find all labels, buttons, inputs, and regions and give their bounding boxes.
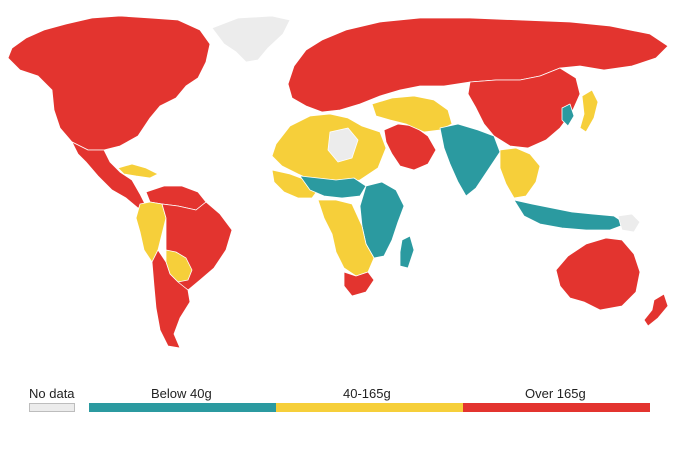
sahel-belt <box>299 175 367 199</box>
new-zealand <box>643 293 669 327</box>
central-asia <box>371 95 453 133</box>
madagascar <box>399 235 415 269</box>
legend-swatch-no-data <box>29 403 75 412</box>
legend-label-over-165g: Over 165g <box>525 386 586 401</box>
legend-label-below-40g: Below 40g <box>151 386 212 401</box>
afghanistan-south-asia <box>439 123 501 197</box>
legend-swatch-below-40g <box>89 403 276 412</box>
world-map <box>7 15 669 349</box>
north-america <box>7 15 211 151</box>
indonesia <box>513 199 627 231</box>
caribbean <box>117 163 159 179</box>
new-guinea <box>617 213 641 233</box>
south-africa <box>343 271 375 297</box>
europe-russia <box>287 17 669 113</box>
legend-label-no-data: No data <box>29 386 75 401</box>
colombia-peru <box>135 201 167 263</box>
korea <box>561 103 575 127</box>
japan <box>579 89 599 133</box>
greenland <box>211 15 291 63</box>
legend-swatch-40-165g <box>276 403 463 412</box>
southeast-asia <box>499 147 541 199</box>
west-africa <box>271 169 319 199</box>
east-africa <box>359 181 405 259</box>
sahara-no-data <box>327 127 359 163</box>
legend-label-40-165g: 40-165g <box>343 386 391 401</box>
southern-cone <box>151 249 191 349</box>
china-mongolia <box>467 67 581 149</box>
australia <box>555 237 641 311</box>
legend-swatch-over-165g <box>463 403 650 412</box>
